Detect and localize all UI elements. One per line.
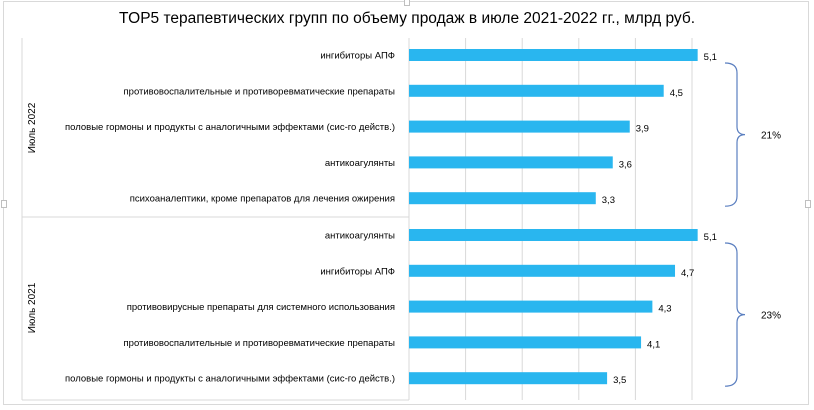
category-label: антикоагулянты <box>325 231 395 242</box>
data-label: 3,9 <box>636 124 649 135</box>
data-label: 5,1 <box>704 232 717 243</box>
category-label: антикоагулянты <box>325 158 395 169</box>
category-label: противовирусные препараты для системного… <box>127 302 395 313</box>
group-label: Июль 2021 <box>27 282 38 333</box>
category-label: ингибиторы АПФ <box>320 266 395 277</box>
data-label: 4,5 <box>670 88 683 99</box>
data-label: 3,3 <box>602 195 615 206</box>
bar <box>409 300 653 313</box>
data-label: 4,7 <box>681 268 694 279</box>
data-label: 3,5 <box>613 375 626 386</box>
category-label: противовоспалительные и противоревматиче… <box>124 338 396 349</box>
category-label: ингибиторы АПФ <box>320 51 395 62</box>
bar <box>409 120 630 133</box>
category-label: половые гормоны и продукты с аналогичным… <box>65 374 395 385</box>
bar <box>409 336 642 349</box>
data-label: 4,3 <box>658 304 671 315</box>
bar <box>409 264 676 277</box>
chart-frame <box>3 1 809 405</box>
brace-label: 21% <box>761 131 781 142</box>
category-label: противовоспалительные и противоревматиче… <box>124 86 396 97</box>
data-label: 5,1 <box>704 52 717 63</box>
group-brace <box>724 62 746 207</box>
brace-label: 23% <box>761 311 781 322</box>
bar <box>409 156 613 169</box>
chart-title: TOP5 терапевтических групп по объему про… <box>118 10 696 27</box>
resize-handle-left[interactable] <box>1 200 7 208</box>
group-brace <box>724 242 746 387</box>
group-label: Июль 2022 <box>27 102 38 153</box>
bar <box>409 372 608 385</box>
data-label: 4,1 <box>647 339 660 350</box>
bar <box>409 49 698 61</box>
bar <box>409 84 664 97</box>
bar <box>409 229 698 241</box>
category-label: психоаналептики, кроме препаратов для ле… <box>130 194 395 205</box>
category-label: половые гормоны и продукты с аналогичным… <box>65 122 395 133</box>
resize-handle-top[interactable] <box>404 0 410 6</box>
bar <box>409 192 596 205</box>
data-label: 3,6 <box>619 159 632 170</box>
resize-handle-right[interactable] <box>805 200 811 208</box>
